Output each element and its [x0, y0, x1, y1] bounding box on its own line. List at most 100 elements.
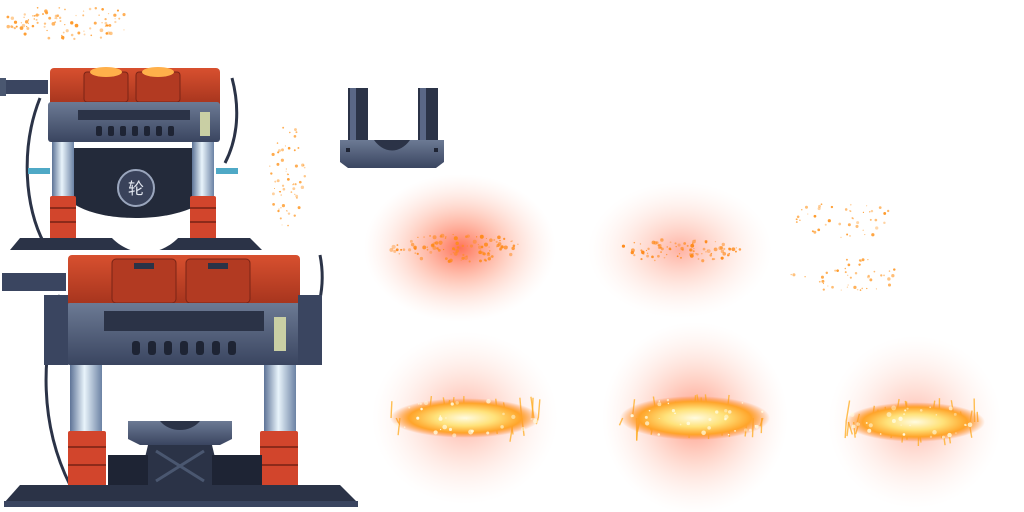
spark-particle	[294, 183, 297, 186]
spark-particle	[46, 29, 48, 32]
spark-particle	[23, 13, 26, 16]
spark-particle	[47, 36, 51, 40]
spark-particle	[820, 275, 824, 279]
spark-particle	[630, 248, 635, 253]
spark-particle	[75, 14, 77, 17]
spark-particle	[866, 287, 868, 290]
spark-particle	[300, 185, 305, 190]
spark-particle	[825, 271, 829, 275]
spark-particle	[269, 165, 271, 167]
spark-particle	[851, 424, 856, 429]
spark-dust-vertical	[262, 120, 312, 230]
spark-particle	[838, 222, 842, 226]
spark-particle	[657, 402, 662, 407]
spark-particle	[280, 158, 284, 162]
spark-particle	[847, 223, 851, 227]
spark-particle	[840, 289, 842, 291]
spark-particle	[667, 402, 670, 405]
spark-particle	[480, 245, 484, 249]
spark-particle	[645, 249, 648, 252]
spark-particle	[489, 238, 493, 242]
spark-particle	[862, 229, 864, 232]
spark-particle	[285, 170, 287, 172]
spark-particle	[292, 183, 295, 185]
spark-particle	[680, 256, 682, 259]
spark-particle	[292, 187, 296, 191]
spark-particle	[891, 405, 897, 411]
spark-particle	[669, 241, 672, 244]
spark-particle	[887, 283, 892, 287]
spark-particle	[478, 250, 482, 255]
spark-particle	[391, 244, 396, 249]
spark-particle	[849, 210, 851, 212]
spark-particle	[869, 211, 871, 213]
spark-particle	[27, 19, 30, 21]
spark-particle	[909, 424, 911, 427]
spark-particle	[674, 242, 677, 245]
spark-particle	[77, 31, 81, 35]
spark-particle	[704, 240, 708, 244]
spark-particle	[395, 248, 399, 252]
spark-particle	[856, 422, 860, 426]
spark-particle	[741, 402, 744, 404]
spark-particle	[297, 206, 301, 210]
clamp-right	[190, 196, 216, 240]
spark-particle	[728, 247, 731, 250]
spark-particle	[88, 7, 92, 11]
spark-particle	[512, 244, 516, 248]
spark-particle	[503, 245, 508, 250]
spark-particle	[720, 256, 724, 260]
spark-particle	[484, 242, 489, 247]
spark-particle	[845, 258, 848, 261]
spark-particle	[466, 255, 468, 257]
spark-particle	[490, 255, 494, 258]
spark-particle	[104, 18, 107, 21]
spark-particle	[849, 235, 851, 237]
spark-particle	[633, 254, 636, 257]
spark-particle	[286, 210, 288, 212]
spark-particle	[488, 246, 490, 248]
spark-particle	[295, 131, 298, 134]
spark-particle	[282, 126, 285, 129]
spark-particle	[875, 226, 879, 230]
spark-particle	[470, 429, 474, 433]
spark-particle	[731, 247, 736, 252]
spark-particle	[708, 417, 712, 422]
press-base	[4, 485, 358, 503]
spark-particle	[660, 247, 664, 251]
spark-particle	[414, 247, 417, 250]
spark-particle	[867, 428, 872, 433]
spark-particle	[481, 251, 485, 256]
spark-particle	[719, 246, 724, 250]
spark-particle	[28, 23, 30, 25]
spark-particle	[691, 252, 694, 255]
spark-particle	[295, 196, 298, 199]
spark-particle	[727, 433, 730, 436]
spark-particle	[865, 421, 868, 424]
spark-particle	[277, 149, 281, 153]
spark-particle	[530, 418, 533, 421]
spark-particle	[70, 21, 74, 25]
spark-particle	[955, 432, 957, 434]
spark-particle	[444, 237, 447, 239]
svg-text:轮: 轮	[128, 179, 144, 198]
spark-particle	[45, 11, 49, 15]
spark-particle	[902, 433, 906, 436]
spark-particle	[692, 242, 694, 244]
spark-particle	[502, 412, 505, 416]
spark-particle	[482, 252, 486, 256]
spark-particle	[19, 26, 24, 30]
spark-particle	[64, 24, 66, 26]
spark-particle	[893, 268, 896, 271]
spark-dust-small	[0, 0, 160, 55]
spark-particle	[941, 435, 945, 439]
spark-particle	[713, 258, 716, 260]
spark-particle	[706, 249, 708, 251]
spark-particle	[709, 254, 713, 257]
spark-particle	[64, 8, 66, 11]
spark-particle	[640, 249, 643, 252]
spark-particle	[807, 213, 809, 215]
spark-particle	[35, 18, 38, 21]
spark-particle	[51, 21, 56, 26]
spark-particle	[23, 32, 27, 36]
